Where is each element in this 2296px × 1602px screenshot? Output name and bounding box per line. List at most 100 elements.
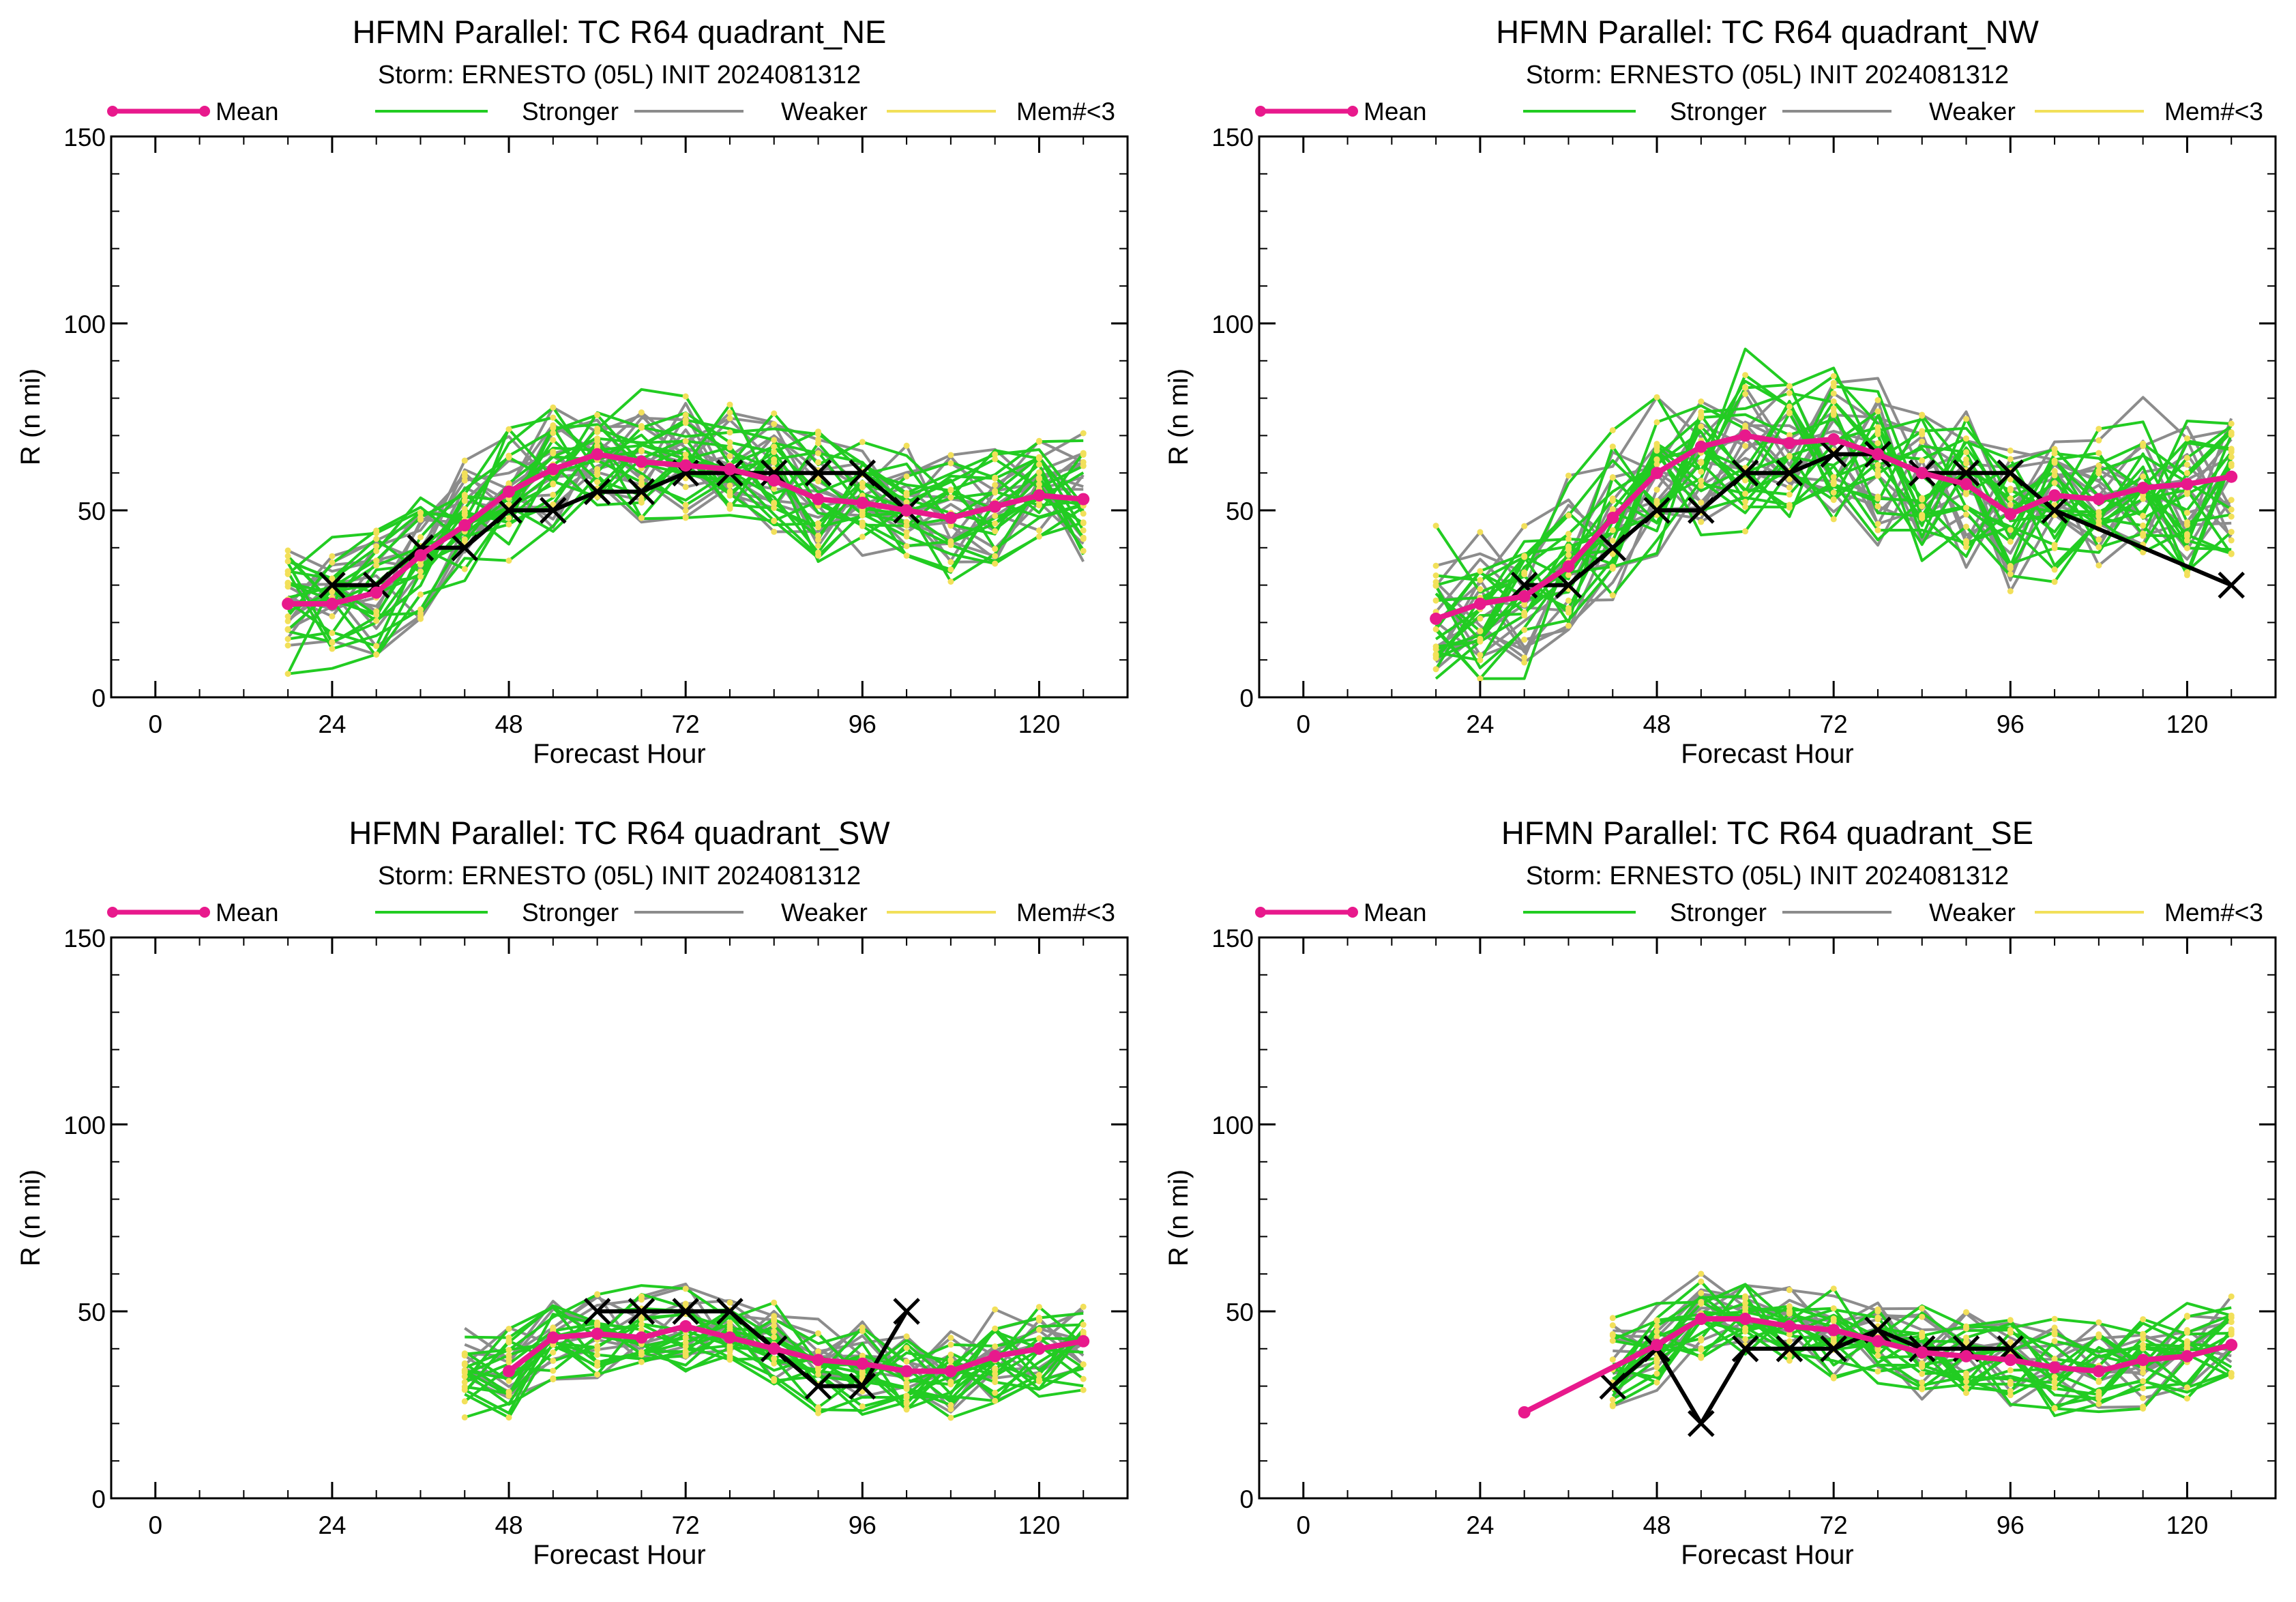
member-point (859, 509, 866, 516)
plot-area (1430, 347, 2245, 682)
member-point (771, 518, 778, 525)
member-point (682, 1335, 689, 1341)
x-tick-label: 0 (148, 710, 162, 738)
member-point (2007, 1392, 2014, 1399)
member-point (1035, 461, 1042, 468)
member-point (992, 560, 999, 567)
member-point (859, 480, 866, 486)
best-track-marker (1688, 1410, 1715, 1438)
member-point (1698, 1278, 1705, 1285)
member-point (1565, 536, 1572, 542)
member-point (771, 1315, 778, 1322)
member-point (2051, 1324, 2058, 1331)
member-point (947, 1341, 954, 1348)
member-point (1742, 499, 1749, 505)
member-point (2051, 450, 2058, 457)
mean-point (2181, 478, 2194, 491)
member-point (992, 1343, 999, 1350)
member-point (1919, 1371, 1926, 1378)
member-point (1609, 506, 1616, 512)
member-point (2140, 474, 2147, 480)
member-point (992, 528, 999, 535)
y-axis-label: R (n mi) (1164, 1169, 1194, 1266)
member-point (638, 424, 645, 431)
member-point (2095, 513, 2102, 520)
member-point (726, 439, 733, 446)
member-point (594, 1371, 601, 1378)
member-point (815, 1371, 821, 1378)
member-point (682, 501, 689, 508)
member-point (2140, 1365, 2147, 1371)
member-point (1698, 1353, 1705, 1360)
member-point (2228, 513, 2235, 520)
best-track-marker (628, 1298, 656, 1325)
member-point (1609, 1337, 1616, 1344)
best-track-marker (1776, 1335, 1804, 1363)
x-tick-label: 24 (1466, 1511, 1494, 1539)
legend-marker-start (107, 907, 118, 918)
member-point (550, 404, 557, 411)
member-point (1786, 410, 1793, 417)
member-point (947, 1414, 954, 1421)
member-point (2095, 1394, 2102, 1400)
member-point (771, 528, 778, 535)
member-point (2051, 566, 2058, 573)
member-point (1698, 519, 1705, 525)
member-point (1609, 495, 1616, 502)
member-point (771, 410, 778, 417)
member-point (1919, 1384, 1926, 1391)
best-track-marker (583, 1298, 611, 1325)
member-point (1035, 454, 1042, 461)
member-point (1035, 469, 1042, 476)
member-point (859, 1370, 866, 1376)
best-track-marker (893, 1298, 920, 1325)
member-point (1653, 1317, 1660, 1324)
x-tick-label: 48 (1643, 710, 1671, 738)
member-point (1080, 519, 1087, 526)
chart-panel-2: HFMN Parallel: TC R64 quadrant_SW Storm: … (16, 815, 1129, 1570)
best-track-marker (583, 478, 611, 506)
chart-subtitle: Storm: ERNESTO (05L) INIT 2024081312 (1526, 862, 2009, 890)
member-point (947, 1356, 954, 1363)
member-point (1653, 461, 1660, 467)
member-point (1874, 503, 1881, 510)
member-point (2051, 579, 2058, 585)
member-point (2140, 495, 2147, 502)
mean-point (1077, 493, 1090, 506)
mean-point (900, 504, 913, 516)
mean-point (1783, 1320, 1796, 1332)
member-point (1432, 654, 1439, 661)
best-track-marker (1820, 441, 1847, 468)
mean-point (1473, 598, 1486, 610)
member-point (1786, 403, 1793, 410)
member-point (550, 430, 557, 437)
member-point (947, 486, 954, 493)
member-point (1035, 1304, 1042, 1311)
member-point (992, 489, 999, 496)
member-point (2051, 1315, 2058, 1322)
mean-point (2048, 489, 2061, 502)
member-point (461, 566, 468, 572)
member-point (903, 1345, 910, 1351)
member-point (594, 1359, 601, 1366)
member-point (1698, 1347, 1705, 1353)
member-point (1521, 601, 1528, 608)
member-point (2228, 551, 2235, 557)
mean-point (1739, 429, 1752, 442)
best-track-marker (1555, 571, 1583, 599)
member-point (505, 1337, 512, 1344)
mean-point (1827, 433, 1840, 446)
best-track-marker (407, 534, 435, 562)
member-point (1830, 496, 1837, 503)
y-tick-label: 0 (91, 684, 106, 712)
member-point (505, 1378, 512, 1384)
member-point (1919, 428, 1926, 435)
mean-point (1077, 1335, 1090, 1348)
member-point (1742, 491, 1749, 497)
x-tick-label: 120 (2166, 710, 2209, 738)
mean-point (767, 1342, 780, 1355)
member-point (903, 522, 910, 529)
mean-point (856, 497, 869, 509)
x-axis-label: Forecast Hour (1681, 739, 1853, 769)
member-point (1963, 1323, 1969, 1330)
